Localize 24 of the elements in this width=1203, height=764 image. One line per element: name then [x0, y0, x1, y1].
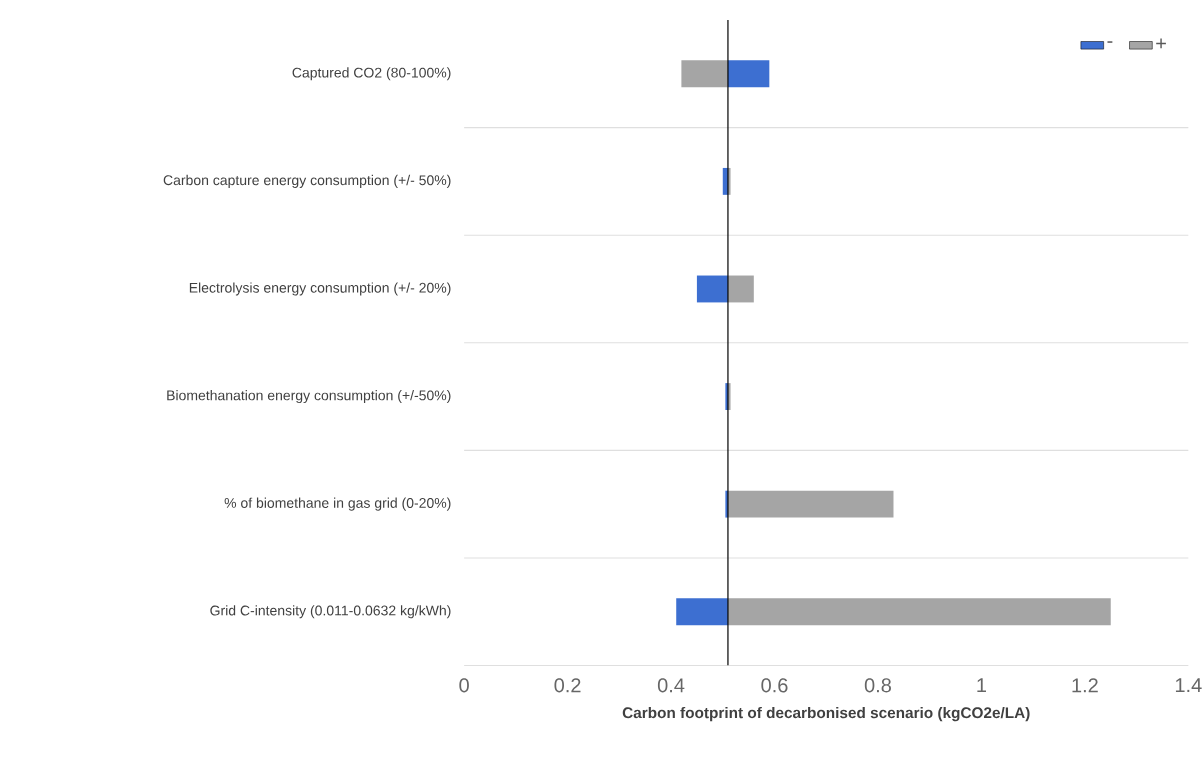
y-tick-label: Grid C-intensity (0.011-0.0632 kg/kWh) [210, 605, 451, 619]
bar [696, 275, 728, 303]
y-tick-label: Carbon capture energy consumption (+/- 50%) [163, 174, 451, 188]
y-tick-label: Biomethanation energy consumption (+/-50%) [167, 389, 451, 403]
y-tick-label: Electrolysis energy consumption (+/- 20%) [189, 282, 451, 296]
bar [727, 275, 754, 303]
bar [727, 60, 770, 88]
bar [727, 490, 894, 518]
x-tick-label: 0 [459, 678, 469, 693]
y-tick-label: Captured CO2 (80-100%) [292, 67, 451, 81]
legend-label: - [1107, 41, 1113, 43]
x-tick-label: 0.4 [657, 678, 685, 693]
x-tick-label: 0.8 [864, 678, 891, 693]
y-tick-label: % of biomethane in gas grid (0-20%) [224, 497, 451, 511]
x-tick-label: 0.2 [554, 678, 581, 693]
x-tick-label: 1 [977, 678, 986, 692]
x-tick-label: 0.6 [761, 678, 788, 693]
bar [727, 598, 1111, 626]
bar [676, 598, 728, 626]
x-axis-title: Carbon footprint of decarbonised scenario (kgCO2e/LA) [622, 706, 1030, 722]
bar [681, 60, 728, 88]
x-tick-label: 1.4 [1175, 678, 1202, 692]
legend-label: + [1156, 38, 1166, 49]
x-tick-label: 1.2 [1072, 678, 1098, 693]
